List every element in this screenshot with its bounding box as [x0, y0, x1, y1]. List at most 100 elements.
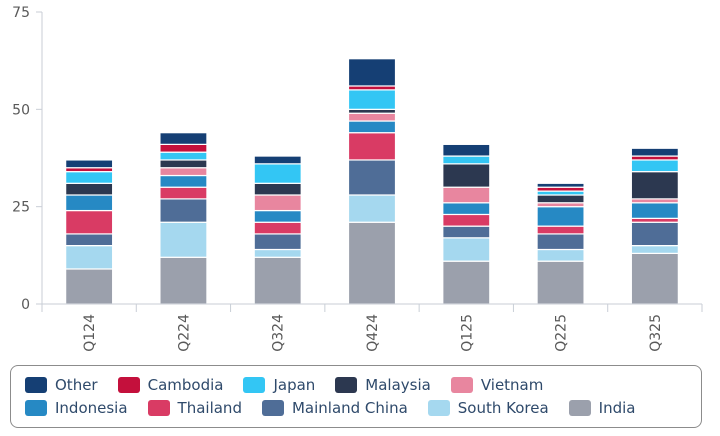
bar-segment-indonesia-q224	[159, 174, 208, 188]
bar-segment-mainland-china-q325	[630, 221, 679, 247]
legend-label: Other	[55, 375, 98, 394]
x-tick-label: Q124	[82, 314, 98, 352]
x-tick-label: Q125	[459, 314, 475, 352]
legend-item-other[interactable]: Other	[25, 376, 98, 394]
x-tick-label: Q325	[648, 314, 664, 352]
bar-segment-japan-q125	[442, 155, 491, 165]
legend-swatch	[243, 376, 266, 393]
legend-swatch	[335, 376, 358, 393]
bar-segment-indonesia-q124	[65, 194, 114, 212]
bar-segment-vietnam-q125	[442, 186, 491, 204]
bar-segment-cambodia-q224	[159, 143, 208, 153]
legend-item-vietnam[interactable]: Vietnam	[450, 375, 544, 394]
bar-segment-indonesia-q424	[347, 120, 397, 134]
bar-segment-japan-q424	[347, 89, 397, 110]
bar-segment-other-q224	[159, 132, 208, 145]
legend-label: South Korea	[457, 398, 549, 417]
bar-segment-malaysia-q224	[159, 159, 208, 169]
legend: Other Cambodia Japan Malaysia Vietnam Indones…	[10, 365, 702, 428]
legend-swatch	[147, 399, 170, 416]
legend-label: Thailand	[177, 398, 242, 417]
bar-segment-malaysia-q324	[253, 182, 302, 196]
bar-segment-south-korea-q124	[65, 245, 114, 270]
bar-segment-malaysia-q124	[65, 182, 114, 196]
bar-segment-japan-q124	[65, 171, 114, 184]
bar-segment-indonesia-q225	[536, 206, 585, 227]
legend-swatch	[117, 376, 140, 393]
bar-segment-thailand-q225	[536, 225, 585, 235]
bar-segment-japan-q224	[159, 151, 208, 161]
x-tick-label: Q424	[365, 314, 381, 352]
legend-row: Other Cambodia Japan Malaysia Vietnam	[25, 373, 701, 396]
bar-segment-other-q424	[347, 58, 397, 87]
y-axis: 0 25 50 75	[12, 5, 43, 313]
bar-segment-japan-q325	[630, 159, 679, 173]
bar-segment-vietnam-q224	[159, 167, 208, 177]
legend-swatch	[25, 376, 47, 393]
legend-item-india[interactable]: India	[568, 398, 636, 417]
bar-segment-other-q324	[253, 155, 302, 165]
bar-segment-malaysia-q125	[442, 163, 491, 188]
bar-segment-thailand-q424	[347, 132, 397, 161]
bar-segment-india-q125	[442, 260, 491, 305]
bar-segment-india-q225	[536, 260, 585, 305]
bar-segment-other-q225	[536, 182, 585, 188]
bar-segment-mainland-china-q324	[253, 233, 302, 251]
bar-segment-south-korea-q424	[347, 194, 397, 223]
bar-segment-malaysia-q325	[630, 171, 679, 200]
y-tick-label: 0	[21, 297, 30, 313]
bar-segment-indonesia-q325	[630, 202, 679, 219]
legend-label: Cambodia	[147, 375, 224, 394]
bar-segment-thailand-q224	[159, 186, 208, 200]
bar-segment-south-korea-q225	[536, 248, 585, 262]
legend-label: Japan	[273, 375, 316, 394]
y-tick-label: 25	[12, 200, 30, 216]
bar-segment-india-q424	[347, 221, 397, 305]
bar-segment-thailand-q324	[253, 221, 302, 235]
bar-segment-mainland-china-q224	[159, 198, 208, 223]
bar-segment-indonesia-q324	[253, 209, 302, 223]
bar-segment-japan-q324	[253, 163, 302, 184]
legend-swatch	[261, 399, 284, 416]
bar-segment-other-q124	[65, 159, 114, 169]
bar-segment-mainland-china-q424	[347, 159, 397, 196]
bar-segment-thailand-q125	[442, 213, 491, 227]
legend-item-indonesia[interactable]: Indonesia	[25, 399, 128, 417]
legend-label: Vietnam	[480, 375, 544, 394]
x-tick-label: Q324	[271, 314, 287, 352]
bar-segment-vietnam-q324	[253, 194, 302, 212]
legend-item-south-korea[interactable]: South Korea	[427, 398, 549, 417]
bar-segment-india-q224	[159, 256, 208, 305]
bar-segment-indonesia-q125	[442, 202, 491, 216]
legend-label: Mainland China	[291, 398, 408, 417]
bar-segment-mainland-china-q225	[536, 233, 585, 251]
bar-segment-mainland-china-q124	[65, 233, 114, 247]
legend-swatch	[568, 399, 591, 416]
legend-item-cambodia[interactable]: Cambodia	[117, 375, 224, 394]
x-tick-label: Q224	[176, 314, 192, 352]
legend-item-japan[interactable]: Japan	[243, 376, 315, 394]
bar-segment-south-korea-q125	[442, 237, 491, 262]
legend-item-malaysia[interactable]: Malaysia	[335, 376, 431, 394]
legend-item-thailand[interactable]: Thailand	[147, 398, 242, 417]
bar-segment-india-q325	[630, 252, 679, 305]
bar-segment-malaysia-q225	[536, 194, 585, 204]
bars	[65, 58, 679, 305]
legend-swatch	[25, 399, 47, 416]
bar-segment-south-korea-q325	[630, 245, 679, 254]
bar-segment-india-q324	[253, 256, 302, 305]
legend-row: Indonesia Thailand Mainland China South Kor…	[25, 396, 701, 419]
legend-item-mainland-china[interactable]: Mainland China	[261, 398, 408, 417]
legend-label: Indonesia	[55, 398, 128, 417]
x-axis: Q124 Q224 Q324 Q424 Q125 Q225 Q325	[41, 303, 703, 352]
legend-swatch	[450, 376, 473, 393]
legend-label: Malaysia	[365, 375, 431, 394]
bar-segment-mainland-china-q125	[442, 225, 491, 239]
bar-segment-vietnam-q424	[347, 112, 397, 122]
x-tick-label: Q225	[554, 314, 570, 352]
legend-label: India	[598, 398, 636, 417]
y-tick-label: 75	[12, 5, 30, 21]
bar-segment-other-q325	[630, 147, 679, 157]
bar-segment-south-korea-q324	[253, 248, 302, 258]
bar-segment-india-q124	[65, 268, 114, 305]
